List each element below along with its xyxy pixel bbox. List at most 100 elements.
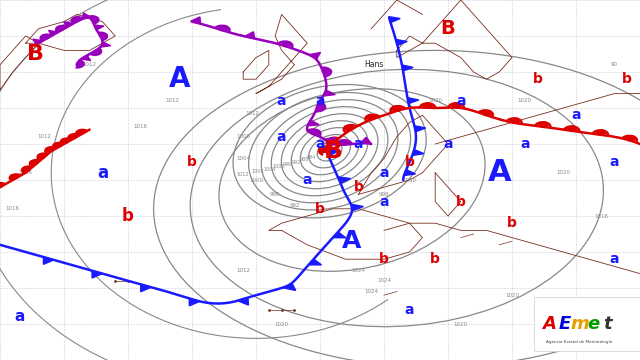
Circle shape — [93, 50, 101, 55]
Text: a: a — [444, 137, 452, 151]
Text: 1000: 1000 — [403, 177, 417, 183]
Text: 90: 90 — [611, 329, 618, 334]
Text: a: a — [316, 94, 324, 108]
Text: B: B — [323, 139, 342, 163]
Text: 1012: 1012 — [38, 134, 52, 139]
Circle shape — [452, 103, 461, 108]
Text: A: A — [542, 315, 556, 333]
Circle shape — [568, 126, 577, 131]
Polygon shape — [101, 42, 111, 47]
Circle shape — [100, 34, 108, 38]
Polygon shape — [189, 298, 200, 306]
Text: a: a — [97, 164, 108, 182]
Text: b: b — [353, 180, 364, 194]
Text: 996: 996 — [283, 162, 292, 167]
Circle shape — [627, 136, 636, 141]
Text: 1012: 1012 — [236, 267, 250, 273]
Polygon shape — [326, 149, 339, 156]
Circle shape — [316, 105, 326, 110]
Text: a: a — [380, 166, 388, 180]
Circle shape — [72, 17, 80, 22]
Text: 998: 998 — [379, 192, 389, 197]
Text: 1016: 1016 — [6, 206, 20, 211]
Circle shape — [511, 118, 520, 123]
Text: b: b — [379, 252, 389, 266]
Text: 1004: 1004 — [236, 156, 250, 161]
Polygon shape — [81, 55, 91, 60]
Text: 1012: 1012 — [83, 62, 97, 67]
Circle shape — [310, 130, 320, 135]
Circle shape — [339, 140, 348, 145]
FancyBboxPatch shape — [534, 297, 640, 351]
Circle shape — [69, 134, 77, 139]
Circle shape — [91, 17, 99, 21]
Text: a: a — [277, 94, 286, 108]
Circle shape — [56, 26, 64, 31]
Circle shape — [45, 148, 53, 152]
Polygon shape — [44, 257, 54, 264]
Polygon shape — [402, 65, 413, 71]
Text: b: b — [456, 195, 466, 208]
Circle shape — [282, 41, 291, 47]
Text: 1020: 1020 — [556, 170, 570, 175]
Text: b: b — [404, 155, 415, 169]
Polygon shape — [94, 25, 104, 30]
Polygon shape — [92, 271, 102, 278]
Text: 90: 90 — [611, 62, 618, 67]
Text: a: a — [303, 173, 312, 187]
Circle shape — [53, 143, 61, 147]
Polygon shape — [49, 30, 58, 36]
Text: 1020: 1020 — [275, 321, 289, 327]
Polygon shape — [244, 32, 255, 39]
Circle shape — [327, 138, 336, 144]
Polygon shape — [308, 259, 321, 265]
Text: 1024: 1024 — [364, 289, 378, 294]
Polygon shape — [237, 298, 248, 305]
Circle shape — [319, 147, 328, 153]
Polygon shape — [82, 13, 91, 19]
Polygon shape — [388, 17, 400, 23]
Polygon shape — [307, 120, 319, 126]
Text: 992: 992 — [289, 203, 300, 208]
Circle shape — [344, 125, 353, 131]
Circle shape — [423, 103, 433, 108]
Polygon shape — [64, 22, 73, 27]
Text: a: a — [380, 195, 388, 208]
Text: 1000: 1000 — [249, 177, 263, 183]
Circle shape — [30, 161, 38, 165]
Text: 992: 992 — [292, 159, 301, 165]
Text: 1024: 1024 — [351, 267, 365, 273]
Circle shape — [22, 167, 30, 171]
Text: b: b — [622, 72, 632, 86]
Polygon shape — [324, 138, 335, 144]
Text: A: A — [168, 65, 190, 93]
Text: 1012: 1012 — [246, 111, 260, 116]
Polygon shape — [141, 284, 151, 292]
Text: 1004: 1004 — [263, 167, 276, 172]
Text: m: m — [570, 315, 589, 333]
Text: 1008: 1008 — [236, 134, 250, 139]
Circle shape — [41, 35, 49, 39]
Polygon shape — [338, 177, 351, 183]
Polygon shape — [360, 137, 371, 143]
Text: a: a — [610, 310, 619, 324]
Circle shape — [0, 183, 3, 188]
Text: 996: 996 — [270, 192, 280, 197]
Polygon shape — [309, 53, 321, 59]
Text: b: b — [187, 155, 197, 169]
Circle shape — [38, 154, 45, 158]
Text: 984: 984 — [307, 154, 316, 159]
Text: a: a — [610, 155, 619, 169]
Text: a: a — [610, 252, 619, 266]
Text: b: b — [122, 207, 134, 225]
Text: t: t — [604, 315, 612, 333]
Polygon shape — [404, 170, 415, 176]
Text: A: A — [488, 158, 511, 187]
Polygon shape — [396, 40, 407, 45]
Polygon shape — [284, 283, 296, 291]
Text: 1020: 1020 — [454, 321, 468, 327]
Text: 1020: 1020 — [505, 293, 519, 298]
Text: a: a — [316, 137, 324, 151]
Text: 1008: 1008 — [251, 170, 264, 174]
Circle shape — [77, 130, 84, 134]
